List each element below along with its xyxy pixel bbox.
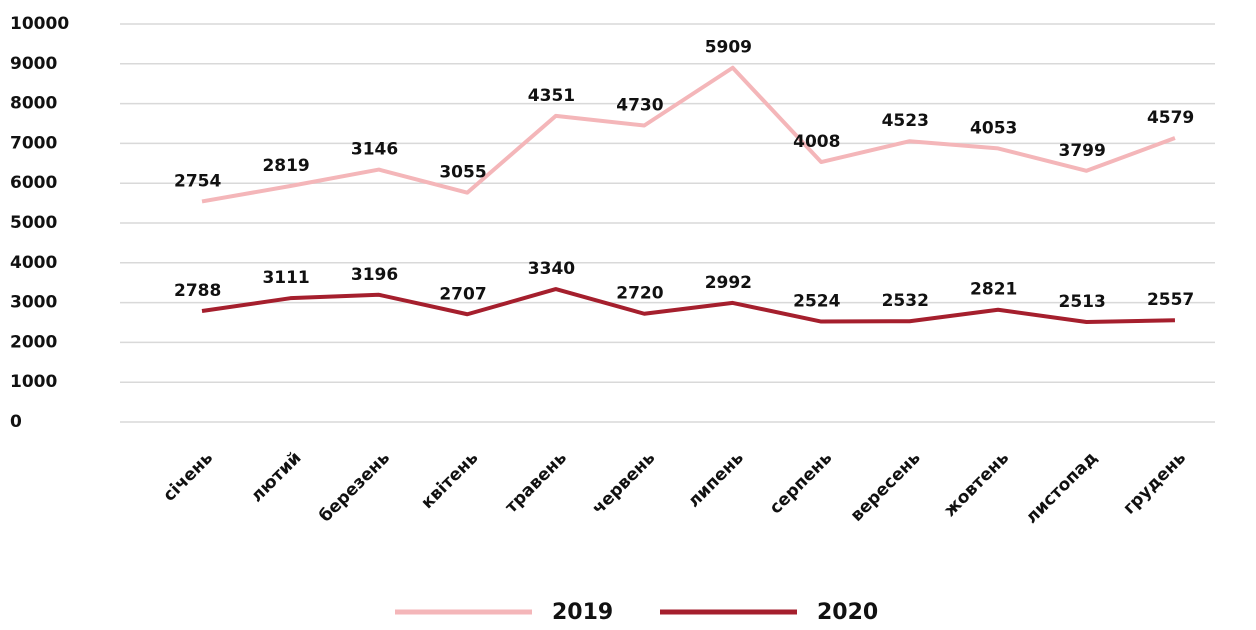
data-label: 3340 <box>528 259 575 279</box>
y-tick-label: 2000 <box>10 332 57 352</box>
y-tick-label: 8000 <box>10 94 57 114</box>
data-label: 4351 <box>528 86 575 106</box>
data-label: 4730 <box>616 95 663 115</box>
x-tick-label: листопад <box>1022 448 1102 528</box>
x-tick-label: серпень <box>766 448 836 518</box>
legend-label: 2019 <box>552 600 613 625</box>
x-tick-label: червень <box>588 448 659 519</box>
y-tick-label: 4000 <box>10 253 57 273</box>
data-label: 5909 <box>705 38 752 58</box>
data-label: 2992 <box>705 273 752 293</box>
data-label: 2557 <box>1147 290 1194 310</box>
data-label: 2821 <box>970 280 1017 300</box>
data-label: 2788 <box>174 281 221 301</box>
data-label: 3111 <box>262 268 309 288</box>
legend-label: 2020 <box>817 600 878 625</box>
x-tick-label: жовтень <box>940 448 1013 521</box>
x-tick-label: січень <box>159 448 217 506</box>
y-tick-label: 5000 <box>10 213 57 233</box>
x-tick-label: вересень <box>847 448 925 526</box>
y-tick-label: 3000 <box>10 293 57 313</box>
y-tick-label: 7000 <box>10 133 57 153</box>
series-line <box>201 287 1175 324</box>
data-label: 4053 <box>970 118 1017 138</box>
data-label: 2707 <box>439 284 486 304</box>
data-label: 4008 <box>793 132 840 152</box>
y-tick-label: 6000 <box>10 173 57 193</box>
data-label: 2513 <box>1059 292 1106 312</box>
data-label: 3055 <box>439 163 486 183</box>
x-tick-label: квітень <box>417 448 482 513</box>
x-tick-label: липень <box>684 448 748 512</box>
data-label: 4579 <box>1147 108 1194 128</box>
data-label: 2754 <box>174 171 221 191</box>
data-label: 3146 <box>351 140 398 160</box>
x-tick-label: лютий <box>247 448 305 506</box>
series-line <box>201 65 1176 204</box>
y-tick-label: 1000 <box>10 372 57 392</box>
data-label: 2720 <box>616 284 663 304</box>
data-label: 3196 <box>351 265 398 285</box>
data-label: 2819 <box>262 156 309 176</box>
x-tick-label: березень <box>315 448 393 526</box>
data-label: 2532 <box>882 291 929 311</box>
x-tick-label: травень <box>501 448 570 517</box>
x-tick-label: грудень <box>1119 448 1190 519</box>
data-label: 4523 <box>882 111 929 131</box>
y-tick-label: 10000 <box>10 14 69 34</box>
data-label: 2524 <box>793 292 840 312</box>
data-label: 3799 <box>1059 141 1106 161</box>
y-tick-label: 9000 <box>10 54 57 74</box>
y-tick-label: 0 <box>10 412 22 432</box>
